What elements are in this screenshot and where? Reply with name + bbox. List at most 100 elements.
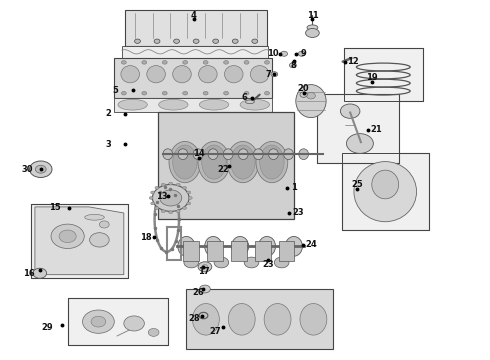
- Ellipse shape: [299, 149, 309, 159]
- Ellipse shape: [169, 141, 201, 183]
- Ellipse shape: [198, 141, 230, 183]
- Ellipse shape: [151, 191, 155, 194]
- Ellipse shape: [91, 316, 106, 327]
- Ellipse shape: [296, 85, 326, 118]
- Text: 15: 15: [49, 203, 60, 212]
- Ellipse shape: [35, 165, 46, 173]
- Ellipse shape: [306, 28, 319, 37]
- Ellipse shape: [228, 303, 255, 335]
- Ellipse shape: [205, 237, 222, 256]
- Ellipse shape: [122, 91, 126, 95]
- Ellipse shape: [300, 303, 327, 335]
- Ellipse shape: [290, 63, 296, 68]
- Ellipse shape: [183, 207, 187, 210]
- Ellipse shape: [122, 60, 126, 64]
- Polygon shape: [114, 98, 272, 112]
- Ellipse shape: [172, 66, 191, 83]
- Ellipse shape: [227, 141, 259, 183]
- Ellipse shape: [169, 182, 172, 185]
- Polygon shape: [186, 289, 333, 349]
- Text: 13: 13: [156, 192, 168, 201]
- Ellipse shape: [184, 257, 198, 268]
- Ellipse shape: [199, 285, 210, 293]
- Ellipse shape: [300, 92, 307, 97]
- Bar: [68, 298, 168, 345]
- Text: 27: 27: [210, 327, 221, 336]
- Text: 4: 4: [191, 10, 196, 19]
- Ellipse shape: [372, 170, 399, 199]
- Polygon shape: [35, 207, 124, 275]
- Text: 12: 12: [346, 57, 358, 66]
- Ellipse shape: [51, 224, 84, 248]
- Ellipse shape: [250, 66, 269, 83]
- Bar: [231, 241, 246, 261]
- Ellipse shape: [178, 237, 195, 256]
- Bar: [343, 48, 423, 101]
- Ellipse shape: [265, 60, 270, 64]
- Ellipse shape: [161, 210, 165, 213]
- Ellipse shape: [29, 161, 52, 177]
- Ellipse shape: [154, 39, 160, 43]
- Text: 14: 14: [193, 149, 204, 158]
- Text: 10: 10: [268, 49, 279, 58]
- Bar: [342, 153, 429, 230]
- Ellipse shape: [341, 104, 360, 118]
- Ellipse shape: [244, 257, 259, 268]
- Bar: [343, 48, 423, 101]
- Text: 6: 6: [241, 93, 247, 102]
- Ellipse shape: [208, 149, 218, 159]
- Ellipse shape: [285, 237, 302, 256]
- Ellipse shape: [264, 303, 291, 335]
- Ellipse shape: [202, 145, 226, 179]
- Ellipse shape: [169, 211, 172, 214]
- Ellipse shape: [176, 183, 180, 186]
- Ellipse shape: [213, 39, 219, 43]
- Text: 17: 17: [197, 267, 209, 276]
- Ellipse shape: [274, 257, 289, 268]
- Ellipse shape: [265, 91, 270, 95]
- Ellipse shape: [244, 91, 249, 95]
- Ellipse shape: [354, 162, 416, 222]
- Ellipse shape: [151, 202, 155, 205]
- Ellipse shape: [187, 191, 191, 194]
- Ellipse shape: [173, 39, 179, 43]
- Text: 25: 25: [351, 180, 363, 189]
- Ellipse shape: [232, 39, 238, 43]
- Ellipse shape: [244, 60, 249, 64]
- Ellipse shape: [33, 268, 47, 278]
- Polygon shape: [125, 10, 267, 45]
- Ellipse shape: [193, 149, 203, 159]
- Ellipse shape: [198, 262, 212, 272]
- Text: 9: 9: [301, 49, 307, 58]
- Ellipse shape: [162, 60, 167, 64]
- Ellipse shape: [258, 237, 275, 256]
- Ellipse shape: [307, 93, 316, 99]
- Bar: [318, 94, 399, 163]
- Bar: [279, 241, 294, 261]
- Ellipse shape: [193, 39, 199, 43]
- Text: 16: 16: [23, 269, 35, 278]
- Text: 20: 20: [298, 84, 310, 93]
- Ellipse shape: [59, 230, 76, 243]
- Ellipse shape: [124, 316, 145, 331]
- Ellipse shape: [260, 145, 284, 179]
- Bar: [318, 94, 399, 163]
- Bar: [31, 204, 128, 278]
- Text: 30: 30: [22, 165, 33, 174]
- Ellipse shape: [121, 66, 140, 83]
- Ellipse shape: [307, 25, 318, 30]
- Ellipse shape: [183, 186, 187, 189]
- Ellipse shape: [135, 39, 141, 43]
- Ellipse shape: [232, 237, 248, 256]
- Ellipse shape: [118, 99, 147, 110]
- Text: 23: 23: [263, 260, 274, 269]
- Ellipse shape: [223, 91, 228, 95]
- Ellipse shape: [231, 145, 255, 179]
- Ellipse shape: [252, 39, 258, 43]
- Ellipse shape: [256, 141, 288, 183]
- Ellipse shape: [159, 99, 188, 110]
- Bar: [207, 241, 223, 261]
- Text: 5: 5: [113, 86, 119, 95]
- Ellipse shape: [160, 190, 182, 206]
- Ellipse shape: [240, 99, 270, 110]
